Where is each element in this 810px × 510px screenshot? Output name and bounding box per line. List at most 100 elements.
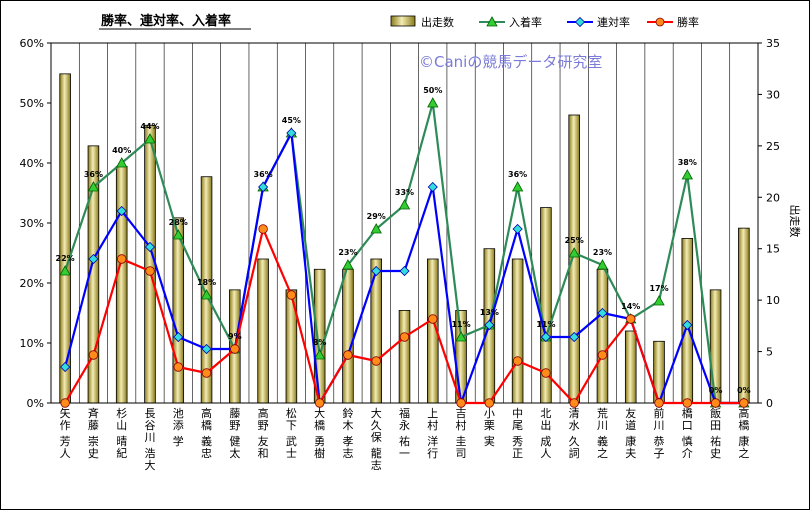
win-rate-point [456, 398, 466, 408]
starts-bar [257, 258, 269, 404]
win-rate-point [145, 266, 155, 276]
show-rate-data-label: 36% [508, 170, 527, 179]
show-rate-data-label: 25% [565, 236, 584, 245]
x-category-label: 杉山 晴紀 [116, 406, 127, 460]
rentai-rate-point [201, 343, 212, 355]
win-rate-point [484, 398, 495, 408]
win-rate-point [682, 398, 693, 408]
legend-label: 入着率 [509, 15, 542, 29]
win-rate-point [88, 350, 99, 360]
show-rate-point [596, 259, 609, 270]
show-rate-data-label: 14% [621, 302, 640, 311]
x-category-label: 鈴木 孝志 [342, 406, 353, 460]
show-rate-point [87, 181, 100, 192]
show-rate-data-label: 23% [593, 248, 612, 257]
legend-label: 出走数 [421, 15, 454, 29]
show-rate-data-label: 50% [423, 86, 442, 95]
win-rate-point [597, 350, 608, 360]
rentai-rate-point [173, 331, 184, 343]
x-category-label: 矢作 芳人 [60, 406, 71, 460]
x-category-label: 清水 久詞 [569, 407, 580, 460]
y-tick-label: 20% [20, 277, 44, 290]
rentai-rate-point [371, 265, 382, 277]
y2-tick-label: 10 [766, 294, 780, 307]
rentai-rate-point [258, 181, 269, 193]
y-tick-label: 0% [27, 397, 44, 410]
x-category-label: 松下 武士 [286, 406, 297, 460]
legend-label: 連対率 [597, 15, 630, 29]
show-rate-data-label: 9% [228, 332, 242, 341]
show-rate-point [144, 133, 156, 144]
y2-tick-label: 25 [766, 140, 780, 153]
starts-bar [144, 124, 156, 404]
rentai-rate-point [88, 253, 99, 265]
show-rate-point [342, 259, 354, 270]
win-rate-point [286, 290, 297, 300]
win-rate-point [230, 344, 240, 354]
win-rate-point [343, 350, 353, 360]
win-rate-point [371, 356, 381, 366]
rentai-rate-point [682, 319, 693, 331]
show-rate-point [568, 247, 580, 258]
show-rate-point [370, 223, 382, 234]
show-rate-data-label: 33% [395, 188, 414, 197]
win-rate-point [626, 314, 636, 324]
show-rate-point [116, 157, 128, 168]
legend-marker [574, 16, 586, 28]
rentai-rate-point [427, 181, 438, 193]
x-category-label: 飯田 祐史 [710, 406, 721, 460]
win-rate-point [258, 224, 268, 234]
y2-tick-label: 20 [766, 191, 780, 204]
show-rate-data-label: 0% [737, 386, 751, 395]
y-tick-label: 40% [20, 157, 44, 170]
show-rate-point [172, 229, 184, 240]
show-rate-point [681, 169, 693, 180]
show-rate-point [200, 289, 213, 300]
x-category-label: 前川 恭子 [654, 406, 665, 460]
rentai-rate-point [116, 205, 127, 217]
win-rate-point [739, 398, 749, 408]
show-rate-point [455, 331, 467, 342]
x-category-label: 橋口 慎介 [682, 406, 693, 460]
show-rate-point [653, 295, 665, 306]
x-category-label: 北出 成人 [540, 407, 551, 460]
show-rate-data-label: 0% [709, 386, 723, 395]
legend-marker [486, 16, 498, 27]
show-rate-data-label: 36% [254, 170, 273, 179]
rentai-rate-point [399, 265, 410, 277]
win-rate-point [399, 332, 410, 342]
rentai-rate-point [540, 331, 551, 343]
y2-tick-label: 30 [766, 88, 780, 101]
show-rate-point [313, 349, 326, 360]
win-rate-point [512, 356, 523, 366]
rentai-rate-point [512, 223, 523, 235]
legend-label: 勝率 [677, 15, 699, 29]
show-rate-data-label: 23% [338, 248, 357, 257]
x-category-label: 長谷川 浩大 [144, 407, 155, 472]
rentai-rate-point [60, 361, 71, 373]
win-rate-point [314, 398, 325, 408]
starts-bar [313, 268, 326, 404]
rentai-rate-point [484, 319, 495, 331]
x-category-label: 友道 康夫 [625, 406, 636, 460]
show-rate-data-label: 44% [140, 122, 159, 131]
show-rate-data-label: 17% [649, 284, 668, 293]
starts-bar [624, 330, 637, 404]
win-rate-point [654, 398, 664, 408]
starts-bar [398, 310, 411, 404]
show-rate-data-label: 11% [536, 320, 555, 329]
x-category-label: 池添 学 [173, 407, 184, 448]
show-rate-point [398, 199, 411, 210]
show-rate-point [59, 265, 71, 276]
show-rate-data-label: 38% [678, 158, 697, 167]
x-category-label: 荒川 義之 [597, 407, 608, 460]
rentai-rate-point [569, 331, 580, 343]
y2-axis-label: 出走数 [788, 205, 802, 238]
legend-marker [655, 17, 665, 27]
show-rate-data-label: 45% [282, 116, 301, 125]
rentai-rate-point [597, 307, 608, 319]
y-tick-label: 50% [20, 97, 44, 110]
x-category-label: 上村 洋行 [427, 407, 438, 460]
y2-tick-label: 0 [766, 397, 773, 410]
